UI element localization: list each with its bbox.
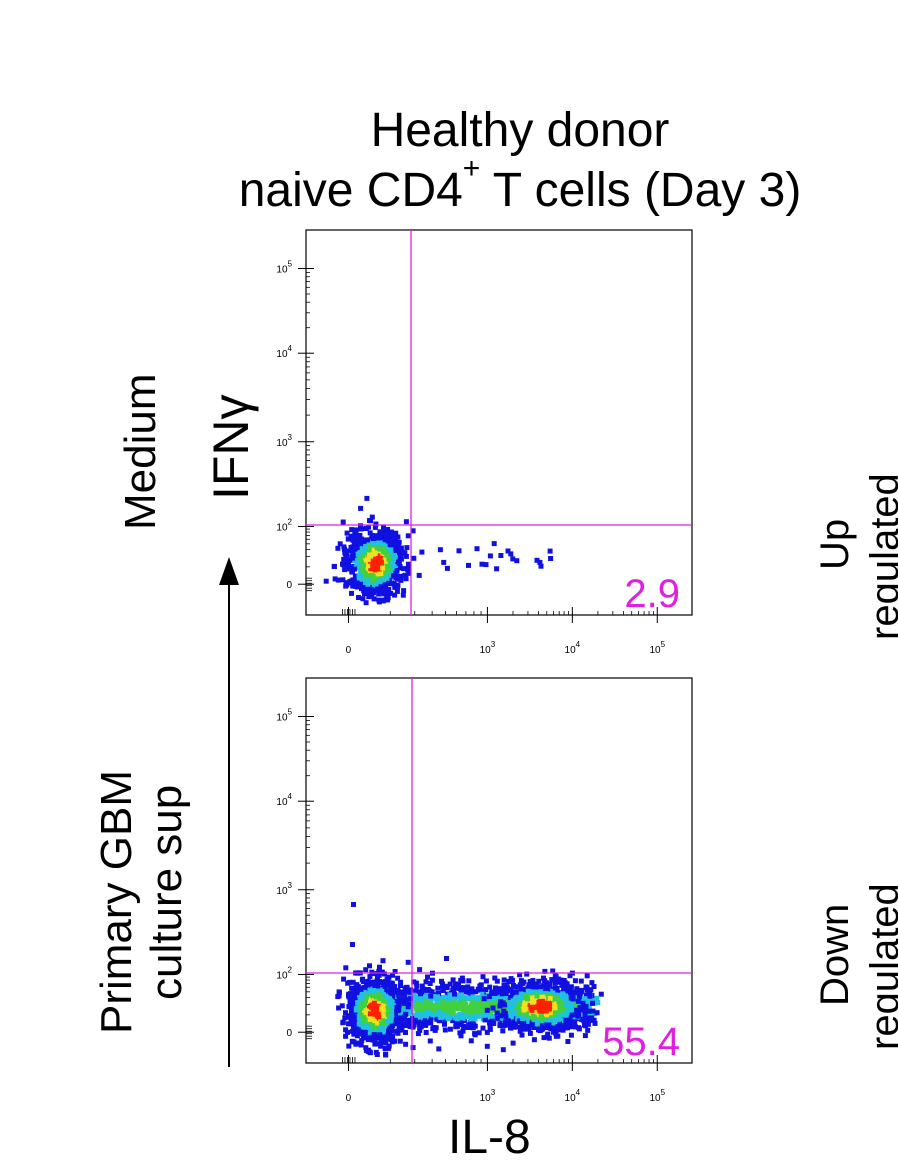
x-tick-label: 105: [649, 1088, 665, 1104]
vertical-arrow: [219, 557, 239, 1067]
y-tick-label: 105: [276, 260, 292, 276]
x-axis-label: IL-8: [448, 1111, 531, 1164]
y-tick-label: 104: [276, 792, 292, 808]
x-tick-label: 104: [565, 640, 581, 656]
title-rest: T cells (Day 3): [480, 164, 802, 217]
x-tick-label: 103: [480, 640, 496, 656]
y-tick-label: 103: [276, 433, 292, 449]
x-tick-label: 105: [649, 640, 665, 656]
y-tick-label: 105: [276, 708, 292, 724]
chart-title-line1: Healthy donor: [370, 104, 670, 157]
y-tick-label: 0: [286, 1028, 292, 1039]
x-tick-label: 0: [346, 645, 352, 656]
y-tick-label: 0: [286, 580, 292, 591]
x-tick-label: 0: [346, 1093, 352, 1104]
y-tick-label: 102: [276, 517, 292, 533]
quadrant-percent-label: 2.9: [624, 572, 680, 616]
quadrant-percent-label: 55.4: [602, 1020, 680, 1064]
title-superscript: +: [462, 152, 481, 185]
y-tick-label: 104: [276, 344, 292, 360]
chart-title-line2: naive CD4+ T cells (Day 3): [150, 154, 890, 220]
event-dots: [323, 495, 554, 606]
y-tick-label: 102: [276, 965, 292, 981]
plot-panel-top: 0 102 103 104 105 0 103 104 105 2.9: [276, 229, 693, 656]
plot-frame: [305, 677, 693, 1064]
x-tick-label: 104: [565, 1088, 581, 1104]
plot-panel-bottom: 0 102 103 104 105 0 103 104 105 55.4: [276, 677, 693, 1104]
event-dots: [335, 902, 604, 1058]
plot-frame: [305, 229, 693, 616]
x-tick-label: 103: [480, 1088, 496, 1104]
title-main: naive CD4: [238, 164, 463, 217]
y-tick-label: 103: [276, 881, 292, 897]
